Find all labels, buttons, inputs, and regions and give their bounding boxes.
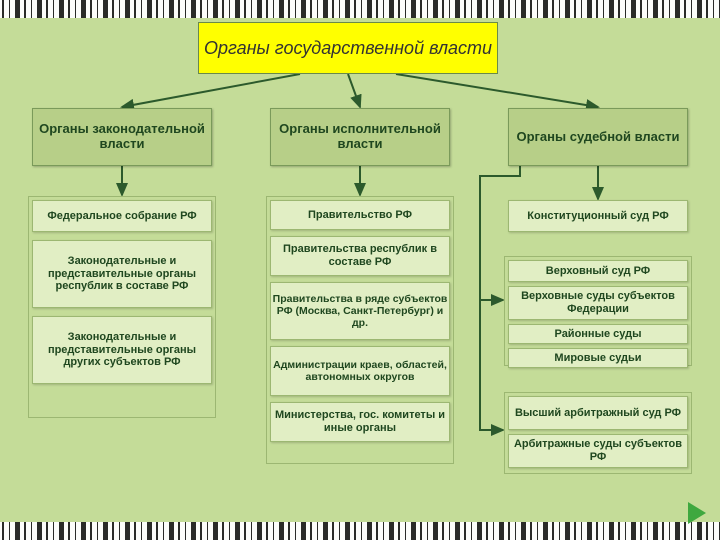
leg-cell-2: Законодательные и представительные орган… [32,316,212,384]
leg-cell-1: Законодательные и представительные орган… [32,240,212,308]
jud-top-cell: Конституционный суд РФ [508,200,688,232]
branch-jud: Органы судебной власти [508,108,688,166]
leg-cell-0: Федеральное собрание РФ [32,200,212,232]
jud-g1-cell-0: Верховный суд РФ [508,260,688,282]
exe-cell-2: Правительства в ряде субъектов РФ (Москв… [270,282,450,340]
exe-cell-1: Правительства республик в составе РФ [270,236,450,276]
jud-g1-cell-2: Районные суды [508,324,688,344]
branch-exe: Органы исполнительной власти [270,108,450,166]
decorative-barcode-top [0,0,720,18]
jud-g1-cell-1: Верховные суды субъектов Федерации [508,286,688,320]
decorative-barcode-bottom [0,522,720,540]
jud-g2-cell-1: Арбитражные суды субъектов РФ [508,434,688,468]
jud-g2-cell-0: Высший арбитражный суд РФ [508,396,688,430]
branch-leg: Органы законодательной власти [32,108,212,166]
exe-cell-3: Администрации краев, областей, автономны… [270,346,450,396]
jud-g1-cell-3: Мировые судьи [508,348,688,368]
title-box: Органы государственной власти [198,22,498,74]
next-slide-button[interactable] [688,502,706,524]
exe-cell-4: Министерства, гос. комитеты и иные орган… [270,402,450,442]
exe-cell-0: Правительство РФ [270,200,450,230]
